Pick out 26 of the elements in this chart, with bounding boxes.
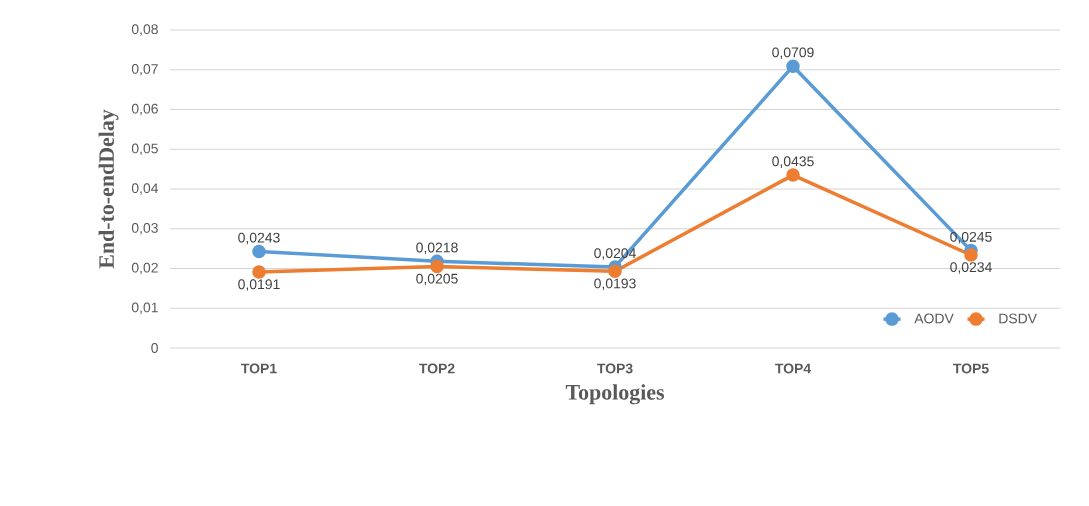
y-tick-label: 0,03: [131, 222, 158, 235]
y-axis-title: End-to-endDelay: [98, 109, 119, 269]
y-tick-label: 0,08: [131, 24, 158, 36]
x-tick-label: TOP4: [775, 363, 812, 374]
y-tick-label: 0,04: [131, 183, 159, 195]
data-label: 0,0435: [772, 156, 814, 168]
legend-label: DSDV: [999, 313, 1037, 324]
data-label: 0,0709: [772, 47, 814, 59]
x-tick-label: TOP5: [953, 363, 989, 374]
data-label: 0,0205: [416, 273, 458, 286]
y-tick-label: 0: [151, 343, 158, 353]
y-tick-label: 0,02: [131, 262, 158, 275]
data-label: 0,0234: [950, 262, 992, 274]
legend-label: AODV: [914, 313, 954, 324]
data-label: 0,0243: [238, 232, 280, 245]
y-tick-label: 0,06: [131, 103, 158, 116]
x-tick-label: TOP2: [419, 363, 455, 374]
data-label: 0,0193: [594, 278, 636, 290]
data-label: 0,0191: [238, 279, 280, 291]
x-tick-label: TOP3: [597, 363, 633, 374]
data-label: 0,0218: [416, 242, 458, 255]
y-tick-label: 0,07: [131, 63, 158, 76]
x-axis-title: Topologies: [565, 384, 665, 405]
y-tick-label: 0,05: [131, 143, 158, 156]
y-tick-label: 0,01: [131, 302, 158, 315]
x-tick-label: TOP1: [241, 363, 277, 374]
